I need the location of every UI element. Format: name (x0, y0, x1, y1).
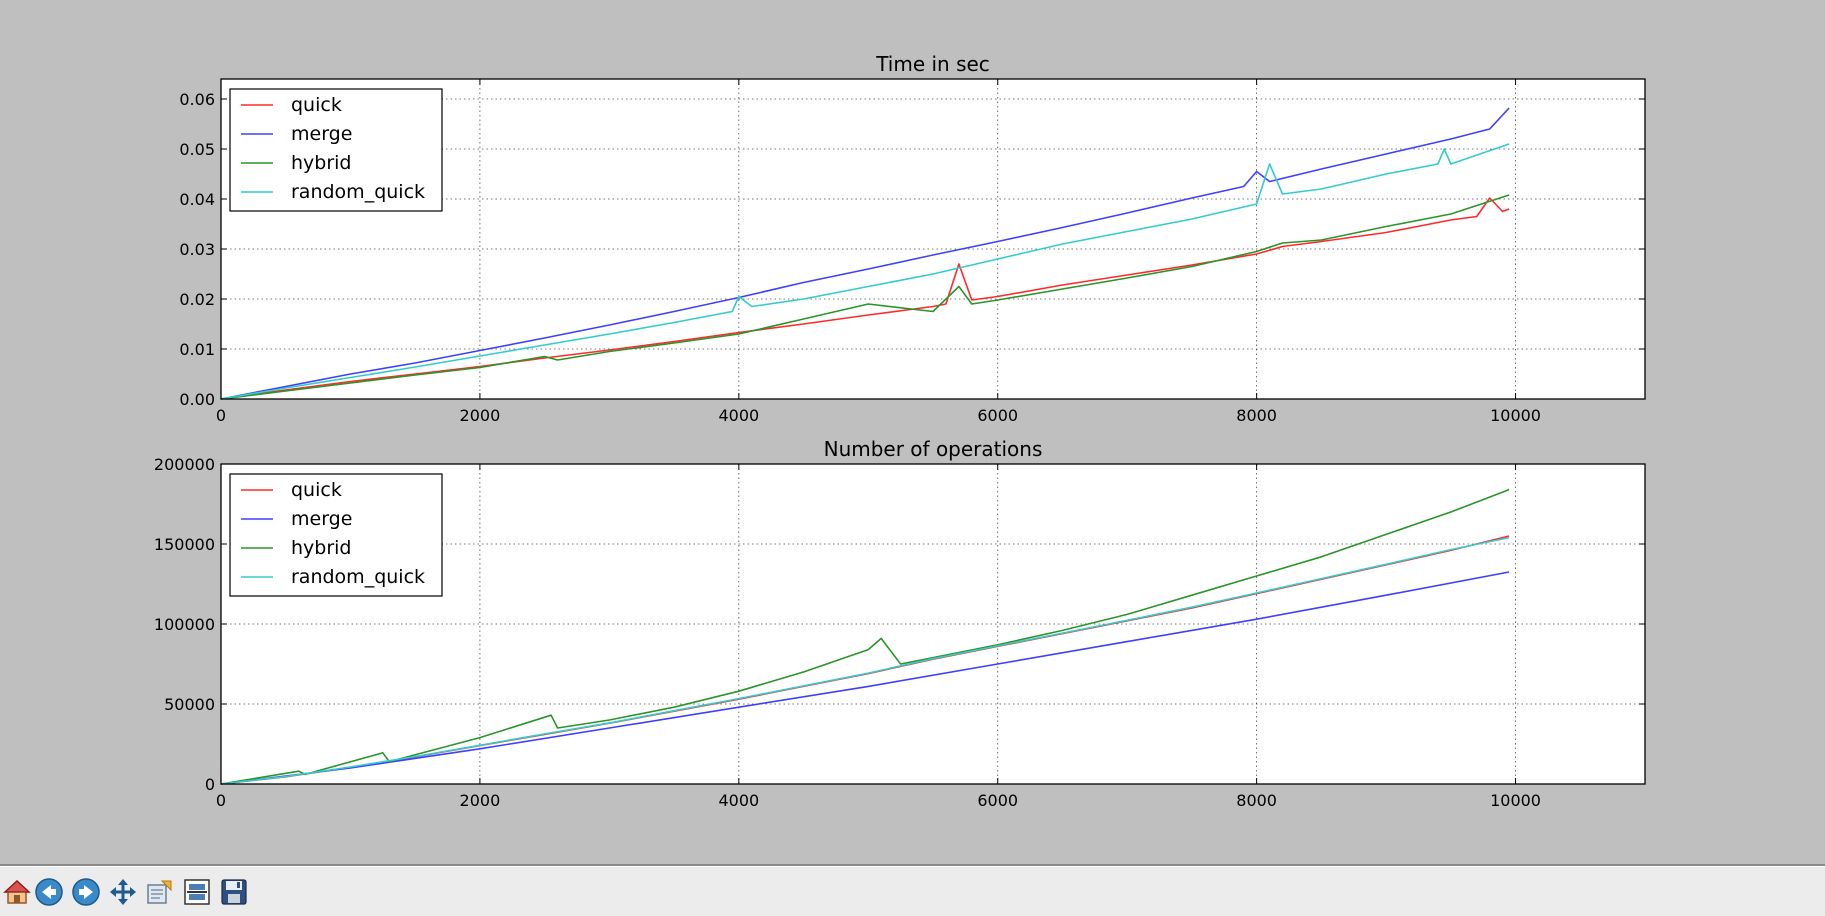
series-line-random-quick (220, 536, 1510, 785)
legend-label-random-quick: random_quick (291, 181, 425, 203)
x-tick-label: 6000 (977, 406, 1018, 425)
y-tick-label: 0.05 (179, 140, 215, 159)
y-tick-label: 0 (205, 775, 215, 794)
figure-canvas: 0 2000 4000 6000 8000 10000 0.00 0.01 0.02 0.03 0.… (153, 52, 1646, 810)
series-line-merge (220, 107, 1510, 400)
forward-arrow-icon (72, 878, 100, 906)
x-tick-label: 10000 (1490, 791, 1541, 810)
y-tick-label: 0.06 (179, 90, 215, 109)
x-tick-label: 2000 (460, 406, 501, 425)
legend-label-quick: quick (291, 479, 342, 501)
y-tick-label: 0.01 (179, 340, 215, 359)
back-button[interactable] (32, 875, 66, 909)
y-tick-label: 0.03 (179, 240, 215, 259)
save-button[interactable] (217, 875, 251, 909)
axes-background (221, 79, 1645, 399)
navigation-toolbar (0, 866, 1825, 916)
y-tick-label: 150000 (154, 535, 215, 554)
legend-label-quick: quick (291, 94, 342, 116)
legend-label-hybrid: hybrid (291, 152, 352, 174)
x-tick-label: 8000 (1236, 791, 1277, 810)
subplots-config-icon (184, 879, 210, 905)
legend-label-merge: merge (291, 508, 352, 530)
legend-label-random-quick: random_quick (291, 566, 425, 588)
series-line-random-quick (220, 143, 1510, 400)
y-tick-label: 0.00 (179, 390, 215, 409)
x-tick-label: 4000 (718, 406, 759, 425)
toolbar-separator (0, 864, 1825, 866)
home-button[interactable] (0, 875, 34, 909)
y-tick-label: 0.04 (179, 190, 215, 209)
x-tick-label: 4000 (718, 791, 759, 810)
x-tick-label: 8000 (1236, 406, 1277, 425)
legend-label-merge: merge (291, 123, 352, 145)
zoom-button[interactable] (143, 875, 177, 909)
y-tick-label: 200000 (154, 455, 215, 474)
x-tick-label: 2000 (460, 791, 501, 810)
pan-button[interactable] (106, 875, 140, 909)
back-arrow-icon (35, 878, 63, 906)
legend-label-hybrid: hybrid (291, 537, 352, 559)
legend-box (229, 88, 443, 212)
y-tick-label: 0.02 (179, 290, 215, 309)
chart-title: Number of operations (824, 437, 1043, 461)
series-line-hybrid (220, 194, 1510, 400)
subplots-button[interactable] (180, 875, 214, 909)
x-tick-label: 0 (216, 791, 226, 810)
series-line-hybrid (220, 488, 1510, 785)
y-tick-label: 50000 (164, 695, 215, 714)
legend-box (229, 473, 443, 597)
figure-plot-area: 0 2000 4000 6000 8000 10000 0.00 0.01 0.02 0.03 0.… (154, 52, 1646, 810)
chart-title: Time in sec (875, 52, 990, 76)
home-icon (3, 879, 31, 904)
series-line-merge (220, 571, 1510, 785)
x-tick-label: 6000 (977, 791, 1018, 810)
zoom-rect-icon (147, 880, 172, 904)
move-arrows-icon (110, 879, 136, 905)
x-tick-label: 10000 (1490, 406, 1541, 425)
x-tick-label: 0 (216, 406, 226, 425)
subplot-1: 0 2000 4000 6000 8000 10000 0.00 0.01 0.02 0.03 0.… (179, 52, 1646, 425)
y-tick-label: 100000 (154, 615, 215, 634)
subplot-2: 0 2000 4000 6000 8000 10000050000100000150000… (154, 437, 1646, 810)
axes-frame (220, 78, 1646, 400)
floppy-disk-icon (221, 879, 247, 905)
forward-button[interactable] (69, 875, 103, 909)
